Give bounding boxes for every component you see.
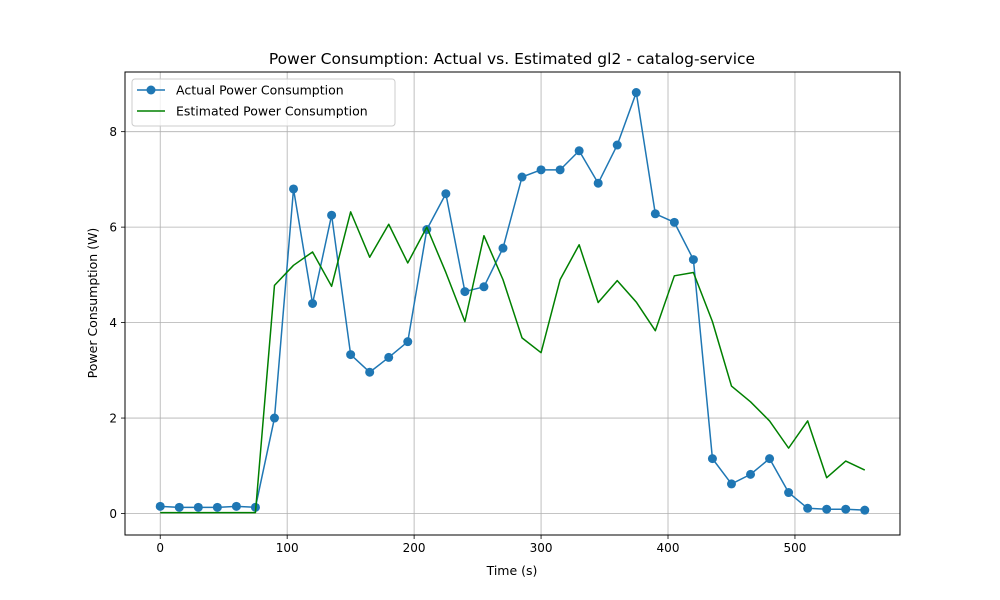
y-tick-label: 6 [109, 221, 117, 235]
data-point-actual [231, 501, 241, 511]
data-point-actual [822, 504, 832, 514]
data-point-actual [707, 454, 717, 464]
y-axis-label: Power Consumption (W) [85, 228, 100, 379]
data-point-actual [574, 146, 584, 156]
data-point-actual [155, 501, 165, 511]
x-tick-label: 0 [156, 541, 164, 555]
legend-label-estimated: Estimated Power Consumption [176, 104, 368, 119]
legend-marker-actual [146, 85, 156, 95]
data-point-actual [327, 210, 337, 220]
data-point-actual [384, 352, 394, 362]
data-point-actual [631, 88, 641, 98]
data-point-actual [765, 454, 775, 464]
x-tick-label: 100 [276, 541, 299, 555]
data-point-actual [803, 503, 813, 513]
data-point-actual [517, 172, 527, 182]
data-point-actual [346, 350, 356, 360]
data-point-actual [746, 469, 756, 479]
data-point-actual [441, 189, 451, 199]
data-point-actual [536, 165, 546, 175]
x-axis: 0 100 200 300 400 500 [156, 535, 806, 555]
y-axis: 0 2 4 6 8 [109, 125, 125, 521]
data-point-actual [555, 165, 565, 175]
data-point-actual [860, 505, 870, 515]
data-point-actual [726, 479, 736, 489]
series-layer [155, 88, 870, 515]
data-point-actual [784, 488, 794, 498]
x-tick-label: 200 [403, 541, 426, 555]
data-point-actual [365, 367, 375, 377]
data-point-actual [289, 184, 299, 194]
y-tick-label: 8 [109, 125, 117, 139]
data-point-actual [498, 243, 508, 253]
x-tick-label: 400 [657, 541, 680, 555]
data-point-actual [593, 178, 603, 188]
data-point-actual [193, 502, 203, 512]
data-point-actual [212, 502, 222, 512]
y-tick-label: 0 [109, 507, 117, 521]
data-point-actual [403, 337, 413, 347]
x-tick-label: 300 [530, 541, 553, 555]
data-point-actual [650, 209, 660, 219]
data-point-actual [479, 282, 489, 292]
legend-box [131, 78, 396, 127]
y-tick-label: 4 [109, 316, 117, 330]
data-point-actual [460, 287, 470, 297]
y-tick-label: 2 [109, 412, 117, 426]
x-tick-label: 500 [783, 541, 806, 555]
data-point-actual [308, 299, 318, 308]
data-point-actual [688, 255, 698, 265]
data-point-actual [269, 413, 279, 423]
series-line-estimated [160, 211, 866, 514]
data-point-actual [174, 502, 184, 512]
legend: Actual Power Consumption Estimated Power… [131, 78, 396, 127]
legend-label-actual: Actual Power Consumption [176, 83, 344, 98]
x-axis-label: Time (s) [486, 563, 538, 578]
data-point-actual [841, 504, 851, 514]
data-point-actual [669, 217, 679, 227]
plot-area-frame [124, 71, 901, 536]
data-point-actual [612, 140, 622, 150]
chart-title: Power Consumption: Actual vs. Estimated … [269, 50, 755, 68]
